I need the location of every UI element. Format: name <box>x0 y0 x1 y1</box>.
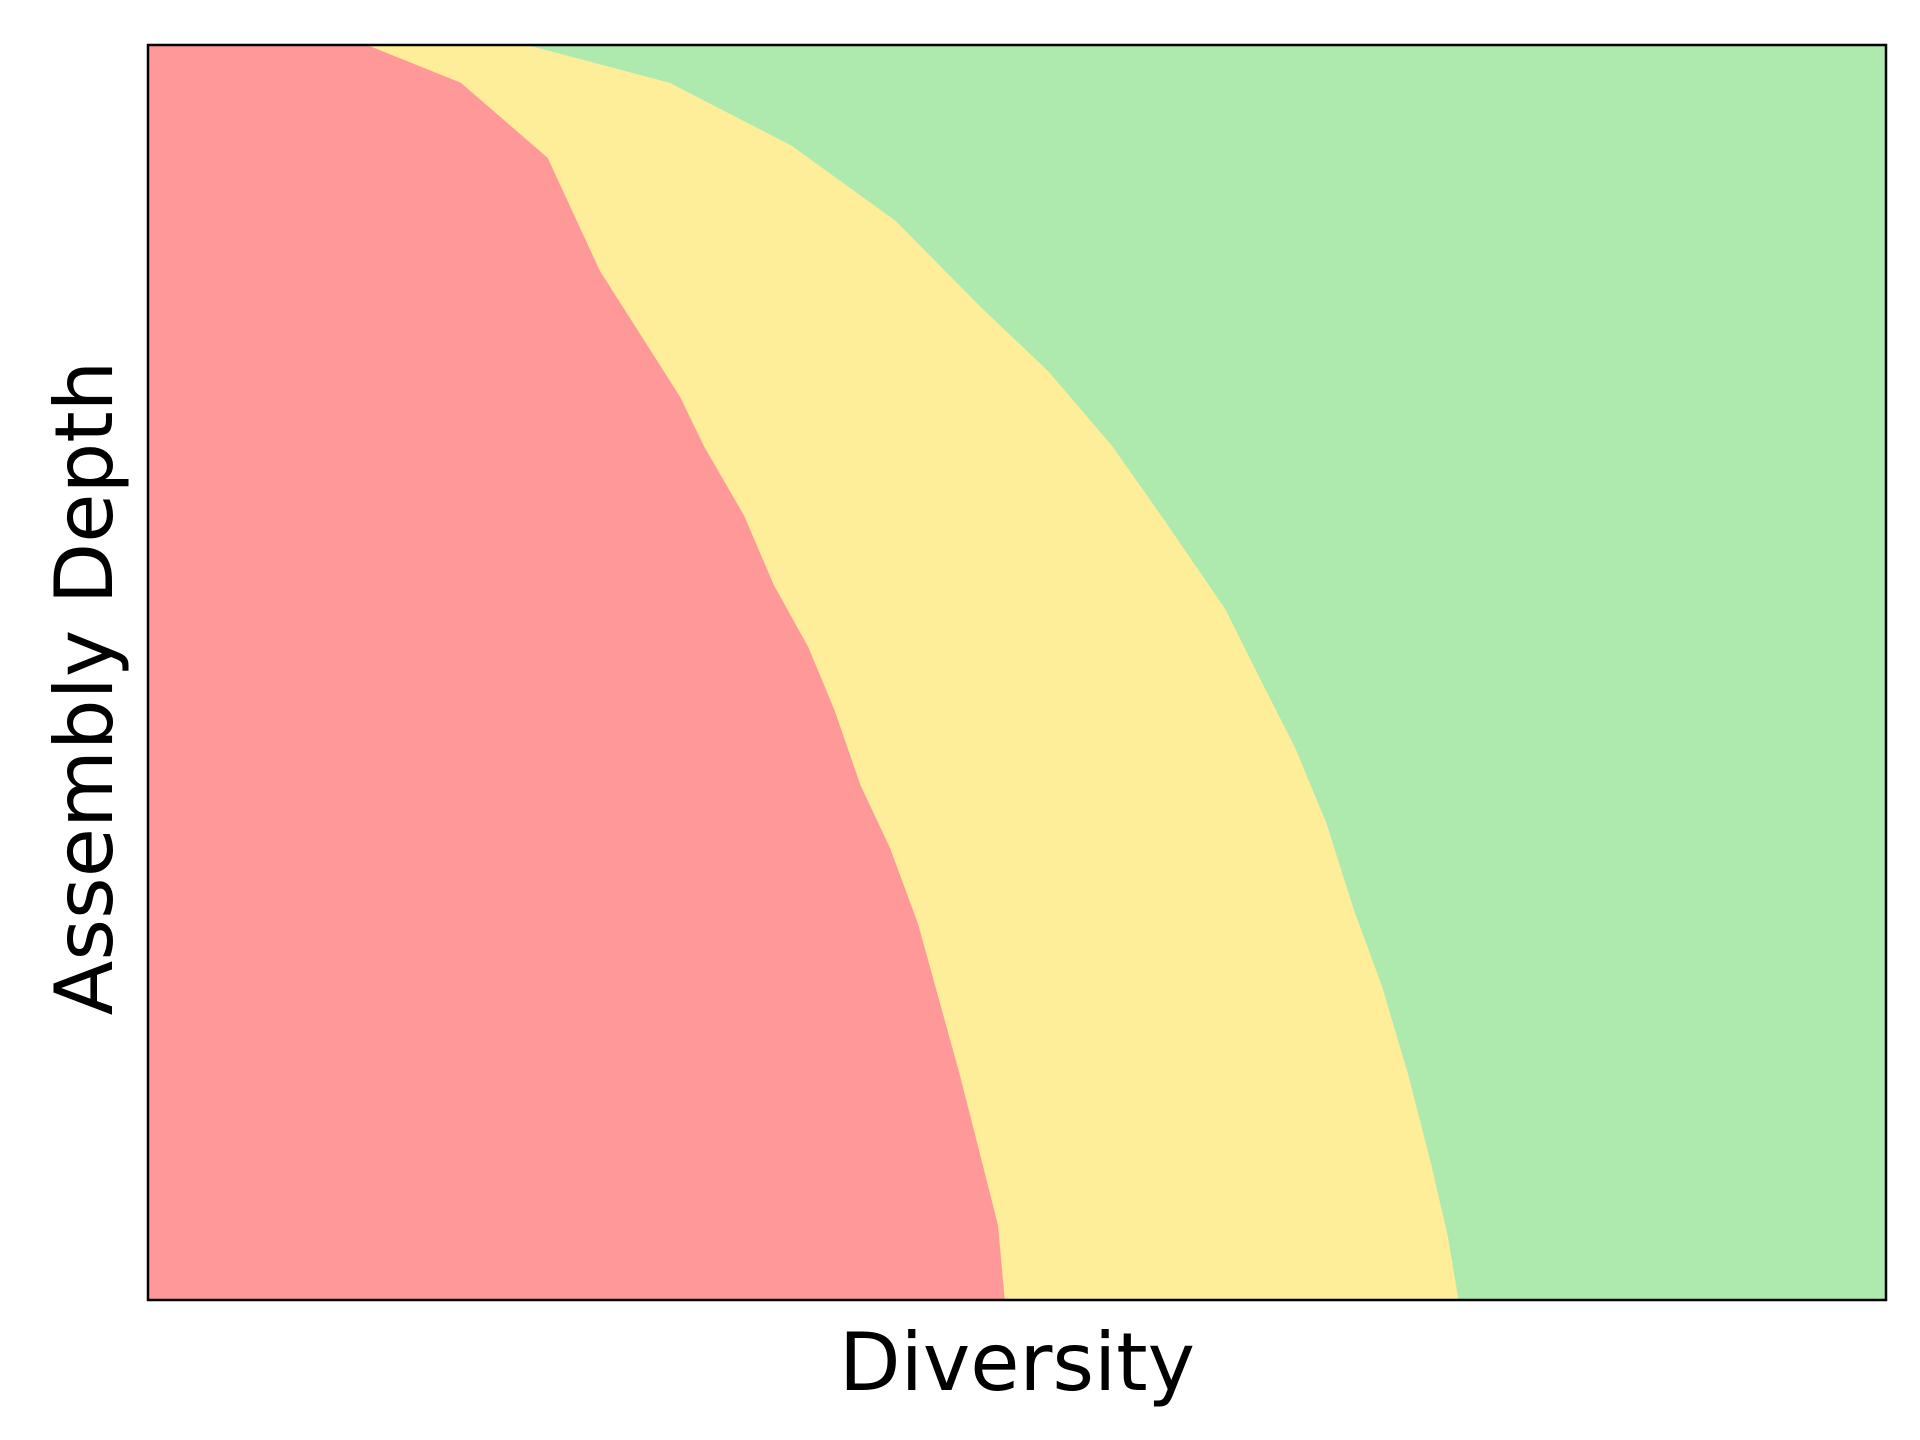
region-1 <box>148 45 1005 1300</box>
y-axis-label: Assembly Depth <box>38 361 131 1016</box>
x-axis-label: Diversity <box>839 1316 1195 1409</box>
plot-area <box>146 43 1888 1302</box>
plot-frame <box>146 43 1888 1302</box>
